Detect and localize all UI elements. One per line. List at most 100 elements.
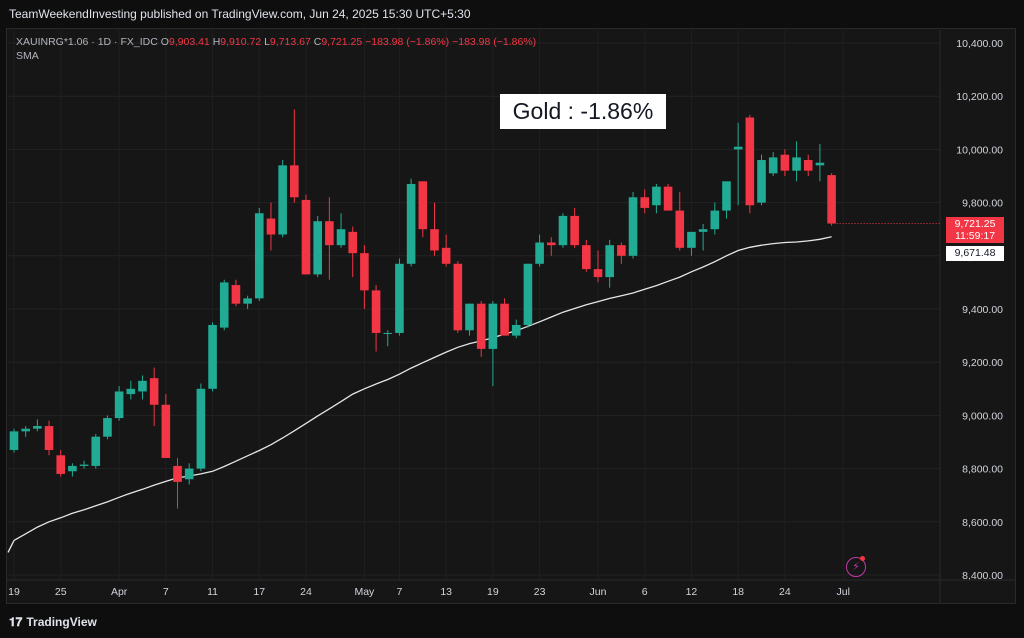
candle-up[interactable] [336,229,346,246]
candle-up[interactable] [815,162,825,166]
candle-down[interactable] [371,290,381,333]
close-label: C [313,36,322,48]
candle-up[interactable] [488,303,498,349]
candle-down[interactable] [418,181,428,230]
candle-up[interactable] [21,428,30,432]
gold-annotation[interactable]: Gold : -1.86% [500,94,666,129]
candle-down[interactable] [430,229,439,251]
candle-up[interactable] [652,186,661,206]
candle-down[interactable] [546,242,556,246]
candle-down[interactable] [348,231,358,254]
tradingview-logo[interactable]: 𝟏𝟕 TradingView [9,615,97,630]
candle-down[interactable] [360,253,369,291]
candle-up[interactable] [757,160,766,203]
publish-line: TeamWeekendInvesting published on Tradin… [9,7,471,21]
candle-up[interactable] [535,242,544,264]
candle-down[interactable] [44,426,54,450]
candle-up[interactable] [768,157,778,174]
candle-up[interactable] [114,391,124,419]
y-tick-label: 10,400.00 [956,38,1003,50]
candle-up[interactable] [628,197,638,256]
candle-down[interactable] [325,221,334,246]
candle-down[interactable] [582,245,591,270]
candle-up[interactable] [196,388,206,469]
candle-down[interactable] [640,197,650,208]
x-tick-label: 18 [732,586,744,598]
candle-up[interactable] [208,324,217,389]
header-bar: TeamWeekendInvesting published on Tradin… [0,0,1024,28]
candle-down[interactable] [441,247,451,264]
candle-down[interactable] [161,404,171,458]
candle-up[interactable] [523,263,533,325]
candle-down[interactable] [173,465,182,482]
change-value-2: −183.98 (−1.86%) [452,36,537,48]
y-tick-label: 9,800.00 [962,198,1003,210]
candle-down[interactable] [476,303,486,349]
low-label: L [264,36,270,48]
candle-up[interactable] [278,165,287,235]
candle-down[interactable] [593,269,603,278]
candle-down[interactable] [453,263,463,331]
candle-down[interactable] [663,186,673,211]
candle-down[interactable] [500,303,509,336]
candle-up[interactable] [406,183,416,264]
candle-up[interactable] [243,298,252,304]
sma-line-start [7,540,15,553]
sma-price-tag: 9,671.48 [946,246,1004,261]
candle-down[interactable] [827,175,836,224]
candle-up[interactable] [33,426,42,429]
candle-down[interactable] [570,215,579,246]
candle-up[interactable] [138,380,147,392]
x-tick-label: Jul [837,586,850,598]
candle-down[interactable] [56,455,66,474]
candle-up[interactable] [710,210,720,230]
candle-down[interactable] [301,199,311,275]
y-tick-label: 9,000.00 [962,410,1003,422]
candle-up[interactable] [511,324,521,336]
x-tick-label: 25 [55,586,67,598]
x-tick-label: 7 [397,586,403,598]
candle-down[interactable] [266,218,276,235]
candle-up[interactable] [254,213,264,299]
x-tick-label: 17 [253,586,265,598]
candle-up[interactable] [68,465,77,472]
candle-up[interactable] [722,181,731,211]
candle-up[interactable] [792,157,801,171]
candle-down[interactable] [617,245,626,256]
candle-up[interactable] [733,146,743,150]
last-price: 9,721.25 [954,218,996,230]
sma-legend[interactable]: SMA [16,50,39,62]
candle-up[interactable] [558,215,568,246]
candle-up[interactable] [126,388,136,395]
candle-up[interactable] [395,263,404,333]
candle-down[interactable] [803,160,813,171]
candle-up[interactable] [91,436,101,466]
x-tick-label: 12 [686,586,698,598]
candle-down[interactable] [780,154,790,171]
bar-countdown: 11:59:17 [954,230,996,242]
candle-down[interactable] [290,165,299,198]
y-tick-label: 9,400.00 [962,304,1003,316]
sma-line[interactable] [13,236,832,541]
candle-down[interactable] [231,285,241,304]
candle-down[interactable] [745,117,755,206]
y-tick-label: 8,800.00 [962,464,1003,476]
high-label: H [212,36,221,48]
candle-down[interactable] [675,210,685,248]
footer-bar [0,604,1024,638]
candle-up[interactable] [465,303,474,331]
candle-up[interactable] [219,282,229,328]
candle-up[interactable] [184,468,194,480]
candle-up[interactable] [79,464,89,466]
candle-up[interactable] [383,332,393,334]
candle-up[interactable] [103,418,112,437]
candle-up[interactable] [698,229,708,232]
symbol-legend[interactable]: XAUINRG*1.06 · 1D · FX_IDC O9,903.41 H9,… [16,36,536,48]
candle-up[interactable] [9,431,19,450]
candle-down[interactable] [149,378,159,405]
candle-up[interactable] [605,245,614,278]
candle-up[interactable] [687,231,696,248]
candle-up[interactable] [313,221,322,275]
lightning-icon[interactable]: ⚡ [846,557,866,577]
